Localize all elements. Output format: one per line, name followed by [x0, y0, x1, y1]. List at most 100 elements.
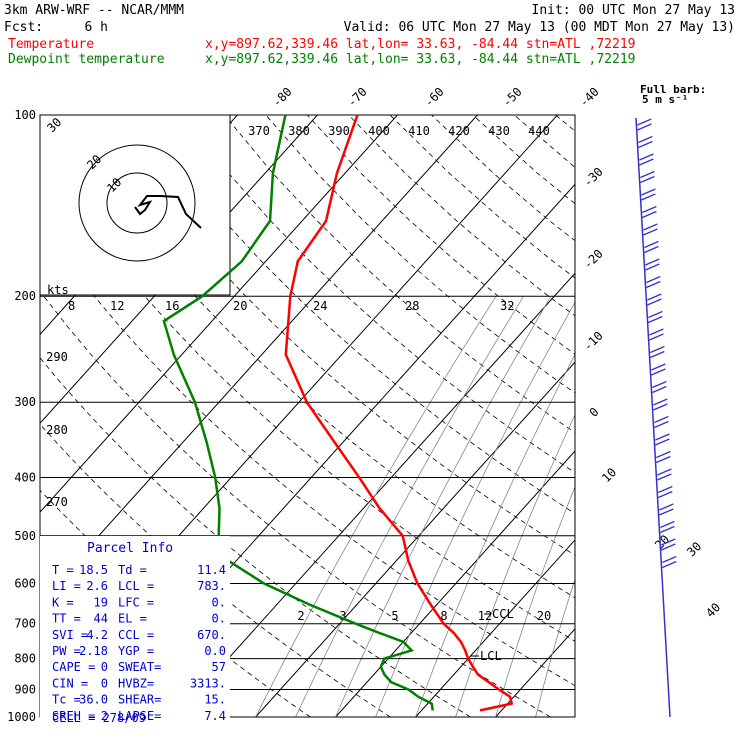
- parcel-value: 57: [212, 660, 226, 674]
- temperature-legend: Temperature: [8, 37, 94, 52]
- theta-low-label: 270: [46, 495, 68, 509]
- wind-barb: [645, 258, 660, 266]
- isotherm-line: [175, 272, 575, 717]
- mixing-ratio-label: 3: [339, 609, 346, 623]
- theta-low-label: 280: [46, 423, 68, 437]
- wind-barb: [661, 538, 676, 546]
- wind-barb: [661, 543, 676, 551]
- forecast-hours: 6 h: [85, 20, 108, 35]
- isotherm-label: 40: [703, 600, 723, 620]
- parcel-value: LI =: [52, 579, 81, 593]
- hodograph: 10 20 30 kts: [39, 114, 231, 297]
- isotherm-label: -60: [422, 85, 447, 110]
- mixing-ratio-label: 20: [537, 609, 551, 623]
- wind-barb: [648, 310, 663, 319]
- wind-barb: [656, 455, 671, 464]
- parcel-value: 15.: [204, 693, 226, 707]
- svg-text:28: 28: [405, 299, 419, 313]
- wind-barb: [662, 555, 677, 564]
- mixing-ratio-label: 8: [440, 609, 447, 623]
- pressure-label: 200: [14, 289, 36, 303]
- svg-text:16: 16: [165, 299, 179, 313]
- parcel-info-title: Parcel Info: [87, 541, 173, 556]
- wind-barb: [649, 328, 664, 336]
- isotherm-label: 10: [599, 465, 619, 485]
- isotherm-line: [40, 115, 398, 513]
- mixing-ratio-label: 12: [478, 609, 492, 623]
- isotherm-line: [415, 539, 575, 717]
- pressure-label: 700: [14, 617, 36, 631]
- parcel-info-box: Parcel Info T = 18.5 Td = 11.4 LI = 2.6 LCL = 7…: [40, 536, 230, 725]
- pressure-axis-labels: 100 200 300 400 500 600 700 800 900 1000: [7, 108, 36, 724]
- parcel-value: Td =: [118, 563, 147, 577]
- parcel-value: 18.5: [79, 563, 108, 577]
- parcel-value: T =: [52, 563, 74, 577]
- isotherm-line: [255, 361, 575, 717]
- parcel-value: 0.: [212, 612, 226, 626]
- wind-barb: [647, 298, 662, 306]
- valid-time: Valid: 06 UTC Mon 27 May 13 (00 MDT Mon …: [344, 20, 735, 35]
- wind-barb: [646, 280, 661, 289]
- wind-barb: [659, 503, 674, 511]
- temperature-location: x,y=897.62,339.46 lat,lon= 33.63, -84.44…: [205, 37, 635, 52]
- isotherm-label: -10: [581, 329, 606, 354]
- parcel-value: SHEAR=: [118, 693, 161, 707]
- wind-barb: [656, 450, 671, 459]
- wind-barb: [647, 293, 662, 301]
- parcel-value: 44: [94, 612, 108, 626]
- isotherm-label: -40: [577, 85, 602, 110]
- forecast-label: Fcst:: [4, 20, 43, 35]
- theta-low-labels: 290 280 270: [46, 350, 68, 509]
- wind-barb: [645, 263, 660, 271]
- ccl-annotation: CCL: [492, 607, 514, 621]
- parcel-value: Tc =: [52, 693, 81, 707]
- theta-low-label: 290: [46, 350, 68, 364]
- wind-barb: [657, 473, 672, 481]
- wind-barb: [651, 363, 666, 371]
- dry-adiabat: [58, 115, 575, 599]
- wind-barb: [638, 135, 653, 144]
- parcel-value: 0: [101, 660, 108, 674]
- svg-text:12: 12: [110, 299, 124, 313]
- wind-barb: [655, 433, 670, 441]
- dewpoint-legend: Dewpoint temperature: [8, 52, 165, 67]
- wind-barb: [650, 345, 665, 354]
- parcel-value: LAPSE=: [118, 709, 161, 723]
- wind-barb: [660, 525, 675, 534]
- parcel-value: 0.: [212, 595, 226, 609]
- parcel-value: 0.0: [204, 644, 226, 658]
- wind-barb: [654, 415, 669, 424]
- isotherm-label: -70: [345, 85, 370, 110]
- pressure-label: 100: [14, 108, 36, 122]
- dry-adiabat: [40, 357, 471, 717]
- theta-label: 400: [368, 124, 390, 138]
- parcel-value: CCL =: [118, 628, 154, 642]
- temperature-profile: [284, 114, 514, 712]
- isotherm-line: [335, 450, 575, 717]
- theta-label: 420: [448, 124, 470, 138]
- parcel-value: LFC =: [118, 595, 154, 609]
- wind-barb: [640, 175, 655, 184]
- parcel-value: CIN =: [52, 676, 88, 690]
- wind-barb: [644, 240, 659, 249]
- wind-barb: [659, 508, 674, 516]
- wind-barb: [651, 368, 666, 376]
- isotherm-label: -30: [581, 165, 606, 190]
- hodograph-scale-labels: 8 12 16 20 24 28 32: [68, 299, 514, 313]
- wind-barb: [657, 468, 672, 476]
- pressure-label: 900: [14, 682, 36, 696]
- wind-barb: [637, 123, 652, 131]
- isotherm-line: [40, 115, 478, 602]
- wind-barb: [658, 490, 673, 499]
- hodograph-units: kts: [47, 283, 69, 297]
- pressure-label: 800: [14, 652, 36, 666]
- mixing-ratio-label: 2: [297, 609, 304, 623]
- parcel-value: 3313.: [190, 676, 226, 690]
- theta-label: 390: [328, 124, 350, 138]
- mixing-ratio-labels: 2 3 5 8 12 20: [297, 609, 551, 623]
- parcel-value: YGP =: [118, 644, 154, 658]
- hodograph-ring-inner: [106, 172, 168, 234]
- parcel-value: K =: [52, 595, 74, 609]
- wind-barb: [641, 193, 656, 201]
